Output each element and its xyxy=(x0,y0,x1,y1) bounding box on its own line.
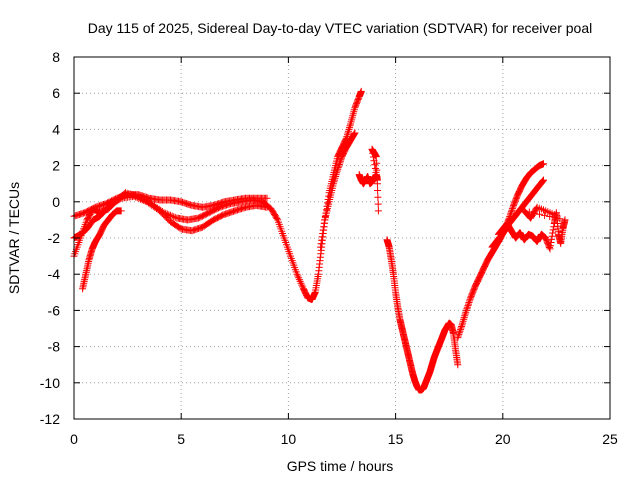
x-tick-label: 25 xyxy=(602,431,618,447)
data-point-markers xyxy=(495,203,569,253)
x-axis-title: GPS time / hours xyxy=(287,458,394,474)
x-tick-label: 20 xyxy=(495,431,511,447)
data-series xyxy=(317,129,359,251)
y-tick-label: -8 xyxy=(48,339,61,355)
y-tick-label: -4 xyxy=(48,266,61,282)
y-tick-label: 0 xyxy=(52,194,60,210)
y-tick-label: 8 xyxy=(52,49,60,65)
data-point-markers xyxy=(355,145,382,215)
y-tick-label: 2 xyxy=(52,158,60,174)
y-axis-title: SDTVAR / TECUs xyxy=(6,182,22,294)
y-tick-label: 4 xyxy=(52,121,60,137)
data-series xyxy=(79,207,125,293)
y-tick-label: -2 xyxy=(48,230,61,246)
data-series xyxy=(355,145,382,215)
x-tick-label: 0 xyxy=(70,431,78,447)
x-tick-label: 5 xyxy=(177,431,185,447)
y-tick-label: 6 xyxy=(52,85,60,101)
data-series xyxy=(495,203,569,253)
ticks-layer: 0 5 10 15 20 25 -12 -10 -8 -6 -4 -2 0 2 4 6 8 xyxy=(40,49,618,447)
y-tick-label: -6 xyxy=(48,302,61,318)
x-tick-label: 15 xyxy=(388,431,404,447)
x-tick-label: 10 xyxy=(281,431,297,447)
data-point-markers xyxy=(317,129,359,251)
points-layer xyxy=(70,87,569,394)
y-tick-label: -10 xyxy=(40,375,60,391)
chart-title: Day 115 of 2025, Sidereal Day-to-day VTE… xyxy=(88,20,592,36)
y-tick-label: -12 xyxy=(40,411,60,427)
data-point-markers xyxy=(383,236,462,394)
data-point-markers xyxy=(79,207,125,293)
data-series xyxy=(383,236,462,394)
